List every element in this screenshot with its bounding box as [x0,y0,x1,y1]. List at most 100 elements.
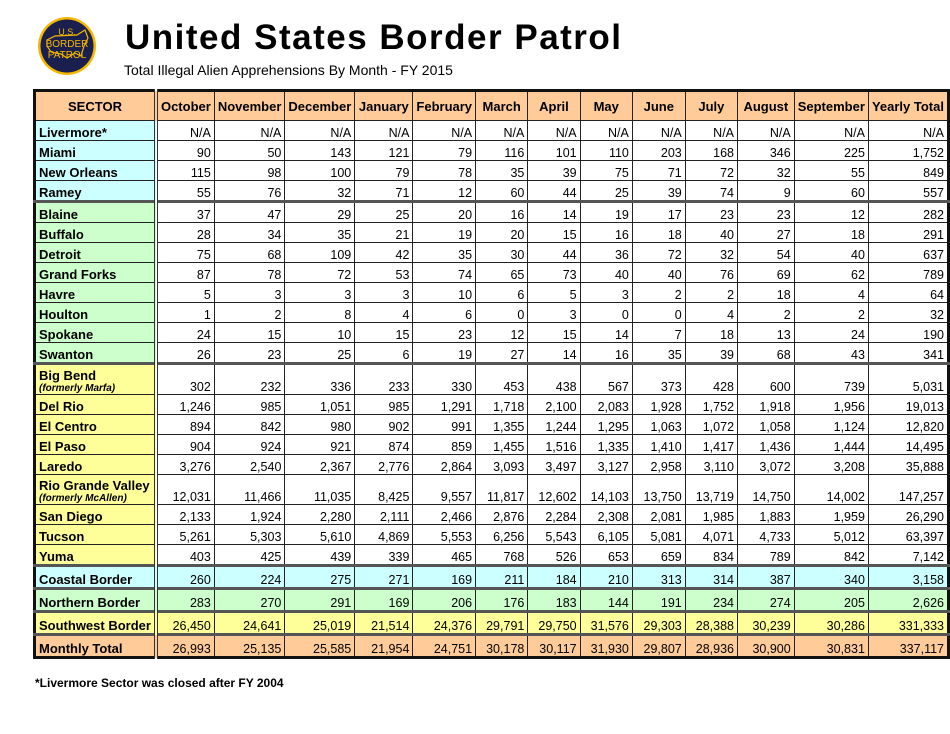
value-cell: 1,516 [527,434,581,455]
sector-label: Miami [39,145,76,160]
table-row: Grand Forks 87 78 72 53 74 65 73 40 40 76 69 62 789 [33,262,950,283]
value-cell: 2,776 [354,454,414,475]
value-cell: 190 [867,322,950,343]
sector-name: Blaine [33,200,158,223]
value-cell: 26,290 [867,504,950,525]
column-header: April [527,90,581,121]
value-cell: 6 [475,282,529,303]
value-cell: 5,012 [793,524,869,545]
column-header: Yearly Total [867,90,950,121]
sector-label: Monthly Total [39,641,123,656]
value-cell: 1,959 [793,504,869,525]
table-row: Rio Grande Valley (formerly McAllen) 12,03… [33,474,950,505]
value-cell: 271 [354,564,414,589]
value-cell: 26,993 [155,633,215,658]
table-row: Ramey 55 76 32 71 12 60 44 25 39 74 9 60 557 [33,180,950,202]
sector-name: Grand Forks [33,262,158,283]
value-cell: 1,928 [631,394,686,415]
value-cell: 1 [155,302,215,323]
value-cell: 3 [354,282,414,303]
value-cell: 859 [412,434,477,455]
value-cell: 36 [579,242,633,263]
value-cell: 32 [737,160,795,181]
value-cell: 5 [527,282,581,303]
value-cell: 3,276 [155,454,215,475]
value-cell: 79 [412,140,477,161]
column-header: January [354,90,414,121]
value-cell: 116 [475,140,529,161]
value-cell: 72 [684,160,739,181]
value-cell: 24,751 [412,633,477,658]
value-cell: 2 [631,282,686,303]
value-cell: 894 [155,414,215,435]
sector-name: El Centro [33,414,158,435]
value-cell: 1,124 [793,414,869,435]
value-cell: 2,083 [579,394,633,415]
value-cell: N/A [213,120,286,141]
value-cell: 12 [793,200,869,223]
table-row: Havre 5 3 3 3 10 6 5 3 2 2 18 4 64 [33,282,950,303]
value-cell: 5,543 [527,524,581,545]
value-cell: 23 [684,200,739,223]
sector-label: Detroit [39,247,81,262]
value-cell: 336 [284,362,356,395]
value-cell: 1,718 [475,394,529,415]
value-cell: 313 [631,564,686,589]
value-cell: 6,256 [475,524,529,545]
sector-label: Northern Border [39,595,141,610]
value-cell: 14 [579,322,633,343]
value-cell: 30,178 [475,633,529,658]
value-cell: 15 [527,322,581,343]
value-cell: 2,540 [213,454,286,475]
value-cell: 340 [793,564,869,589]
value-cell: 4,071 [684,524,739,545]
table-row: El Centro 894 842 980 902 991 1,355 1,244 1,295 1… [33,414,950,435]
value-cell: 557 [867,180,950,202]
value-cell: 21,954 [354,633,414,658]
sector-name: Havre [33,282,158,303]
value-cell: 874 [354,434,414,455]
value-cell: 16 [579,342,633,364]
value-cell: 425 [213,544,286,566]
value-cell: 23 [412,322,477,343]
value-cell: N/A [793,120,869,141]
value-cell: 21 [354,222,414,243]
value-cell: 3,158 [867,564,950,589]
value-cell: 3,110 [684,454,739,475]
value-cell: 169 [412,564,477,589]
value-cell: 789 [737,544,795,566]
value-cell: 32 [284,180,356,202]
value-cell: 18 [737,282,795,303]
value-cell: 330 [412,362,477,395]
value-cell: 4 [354,302,414,323]
value-cell: 291 [867,222,950,243]
value-cell: 232 [213,362,286,395]
value-cell: 87 [155,262,215,283]
column-header: March [475,90,529,121]
value-cell: 30,900 [737,633,795,658]
value-cell: N/A [867,120,950,141]
sector-name: Tucson [33,524,158,545]
sector-name: Swanton [33,342,158,364]
value-cell: 47 [213,200,286,223]
value-cell: 54 [737,242,795,263]
value-cell: 428 [684,362,739,395]
column-header: May [579,90,633,121]
sector-label: Houlton [39,307,89,322]
sector-name: Coastal Border [33,564,158,589]
value-cell: 526 [527,544,581,566]
value-cell: 98 [213,160,286,181]
value-cell: 302 [155,362,215,395]
value-cell: 35,888 [867,454,950,475]
value-cell: N/A [475,120,529,141]
value-cell: N/A [354,120,414,141]
value-cell: 29 [284,200,356,223]
value-cell: 5 [155,282,215,303]
summary-row: Southwest Border 26,450 24,641 25,019 21,514… [33,610,950,635]
value-cell: 3,072 [737,454,795,475]
value-cell: 234 [684,587,739,612]
column-header: SECTOR [33,90,158,121]
value-cell: 0 [631,302,686,323]
value-cell: 15 [354,322,414,343]
value-cell: 346 [737,140,795,161]
